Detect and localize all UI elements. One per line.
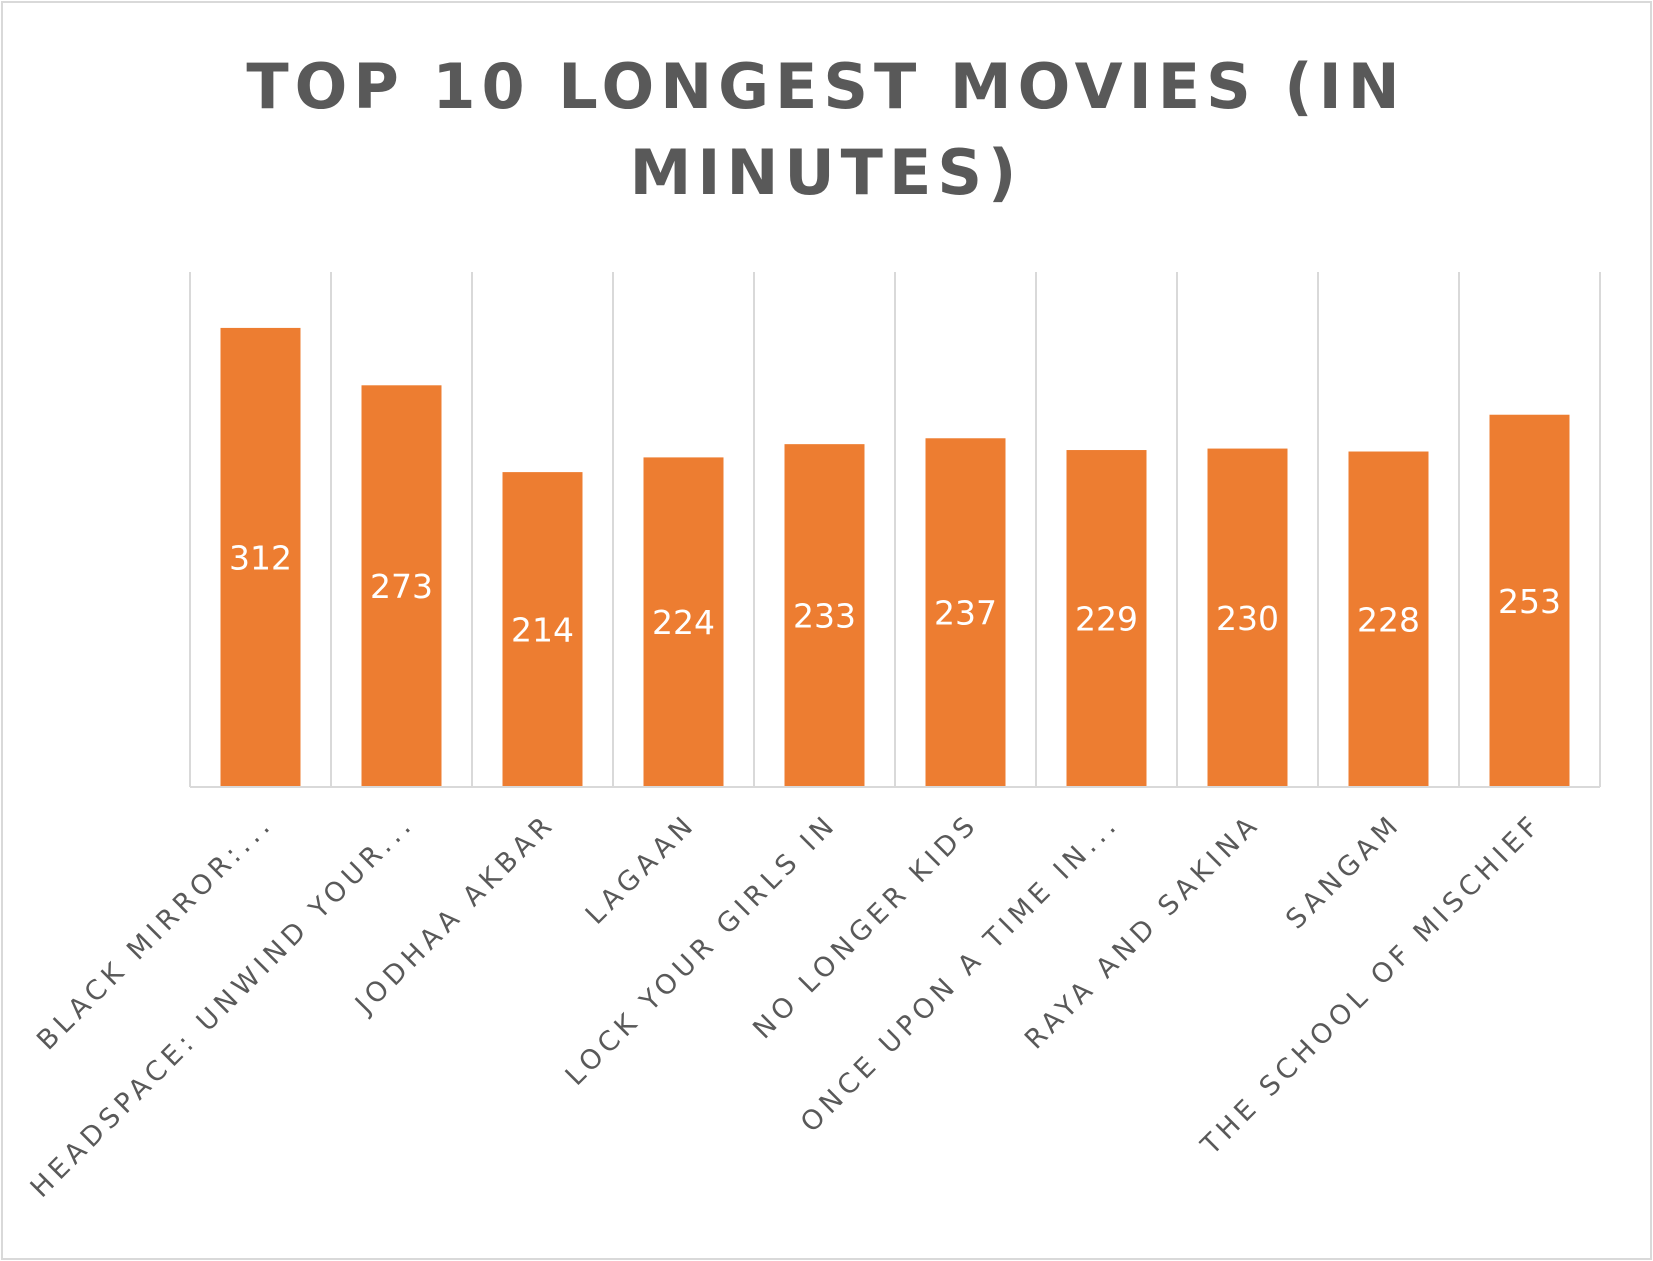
- bar: [502, 472, 583, 787]
- bar: [1066, 450, 1147, 787]
- data-label: 228: [1357, 600, 1420, 639]
- chart-title-line-2: MINUTES): [630, 136, 1023, 209]
- data-label: 229: [1075, 600, 1138, 639]
- x-tick-label: ONCE UPON A TIME IN...: [795, 808, 1125, 1138]
- x-tick-label: LAGAAN: [580, 808, 703, 931]
- gridlines: [189, 272, 1601, 787]
- bar: [1489, 414, 1570, 787]
- x-tick-label: NO LONGER KIDS: [747, 808, 984, 1045]
- x-tick-label: RAYA AND SAKINA: [1019, 808, 1266, 1055]
- bar: [1207, 448, 1288, 787]
- data-label: 233: [793, 597, 856, 636]
- bar: [643, 457, 724, 787]
- x-tick-label: LOCK YOUR GIRLS IN: [560, 808, 844, 1092]
- data-labels: 312 273 214 224 233 237 229 230 228 253: [229, 538, 1561, 649]
- data-label: 253: [1498, 582, 1561, 621]
- data-label: 273: [370, 567, 433, 606]
- bar: [361, 385, 442, 787]
- data-label: 224: [652, 603, 715, 642]
- bar: [784, 444, 865, 787]
- data-label: 230: [1216, 599, 1279, 638]
- x-tick-label: BLACK MIRROR:...: [31, 808, 279, 1056]
- chart-title-line-1: TOP 10 LONGEST MOVIES (IN: [246, 50, 1405, 123]
- data-label: 312: [229, 538, 292, 577]
- chart-title: TOP 10 LONGEST MOVIES (IN MINUTES): [246, 50, 1405, 209]
- x-tick-label: SANGAM: [1280, 808, 1407, 935]
- bar: [925, 438, 1006, 787]
- data-label: 237: [934, 594, 997, 633]
- data-label: 214: [511, 611, 574, 650]
- bar: [1348, 451, 1429, 787]
- bars: [220, 327, 1570, 787]
- bar: [220, 327, 301, 787]
- x-axis-tick-labels: BLACK MIRROR:...HEADSPACE: UNWIND YOUR..…: [25, 808, 1549, 1204]
